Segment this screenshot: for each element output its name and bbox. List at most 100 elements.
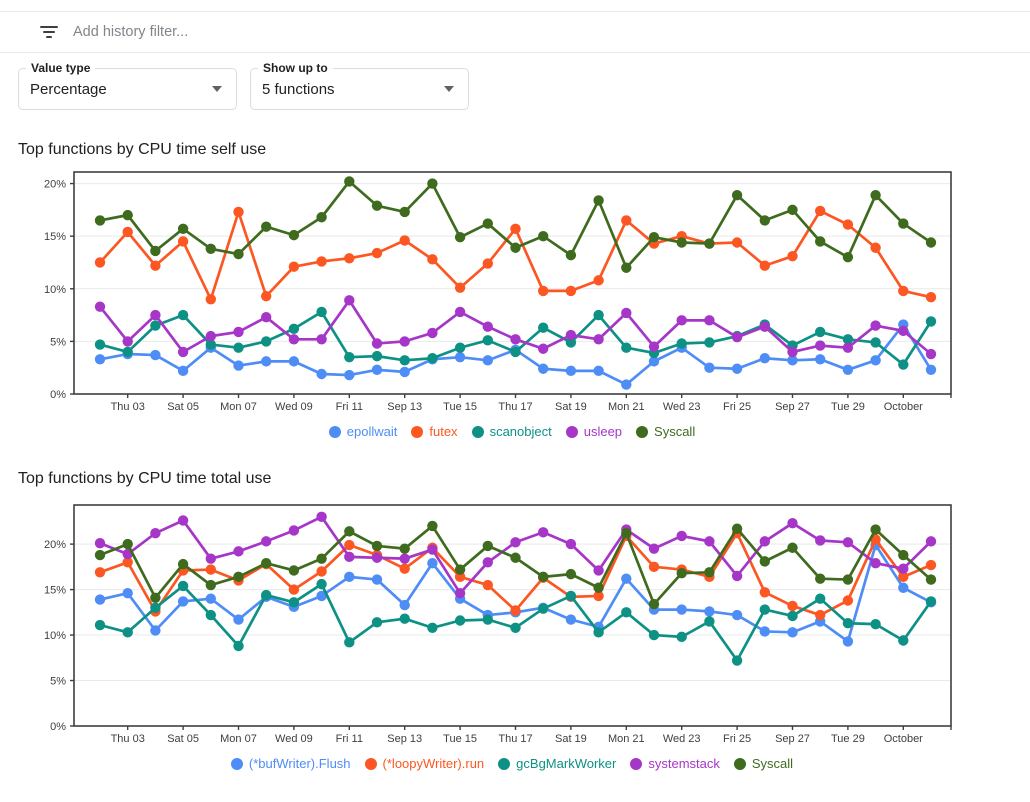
data-point-Syscall[interactable] [205,579,216,591]
data-point-futex[interactable] [122,226,133,238]
data-point-systemstack[interactable] [676,530,687,542]
data-point-scanobject[interactable] [205,339,216,350]
data-point-usleep[interactable] [925,348,937,360]
data-point-gcBgMarkWorker[interactable] [316,578,327,590]
data-point-Syscall[interactable] [344,176,355,187]
data-point-futex[interactable] [870,242,881,253]
data-point-gcBgMarkWorker[interactable] [454,615,466,626]
data-point-futex[interactable] [510,223,521,235]
data-point-(*loopyWriter).run[interactable] [399,563,410,574]
data-point-Syscall[interactable] [565,249,577,261]
data-point-usleep[interactable] [676,315,687,326]
data-point-systemstack[interactable] [787,517,798,529]
data-point-scanobject[interactable] [399,355,410,366]
data-point-Syscall[interactable] [815,236,826,247]
data-point-(*bufWriter).Flush[interactable] [842,636,854,647]
data-point-scanobject[interactable] [815,326,826,338]
data-point-Syscall[interactable] [538,230,549,242]
data-point-futex[interactable] [925,292,937,303]
data-point-futex[interactable] [842,219,854,230]
data-point-gcBgMarkWorker[interactable] [538,603,549,614]
data-point-futex[interactable] [399,235,410,246]
data-point-futex[interactable] [538,285,549,297]
data-point-futex[interactable] [815,205,826,217]
data-point-Syscall[interactable] [371,200,383,211]
history-filter-input[interactable]: Add history filter... [73,24,189,40]
data-point-Syscall[interactable] [787,542,798,553]
data-point-Syscall[interactable] [842,252,854,263]
data-point-epollwait[interactable] [261,356,272,367]
data-point-(*loopyWriter).run[interactable] [288,584,300,595]
data-point-usleep[interactable] [177,346,189,358]
data-point-(*bufWriter).Flush[interactable] [787,627,798,638]
data-point-futex[interactable] [593,275,604,286]
data-point-gcBgMarkWorker[interactable] [787,610,798,622]
data-point-Syscall[interactable] [621,262,632,273]
data-point-usleep[interactable] [261,311,272,323]
data-point-futex[interactable] [94,257,106,268]
data-point-epollwait[interactable] [621,379,632,390]
data-point-(*loopyWriter).run[interactable] [94,567,106,578]
data-point-scanobject[interactable] [288,323,300,334]
data-point-usleep[interactable] [122,336,133,347]
data-point-Syscall[interactable] [925,237,937,248]
data-point-(*bufWriter).Flush[interactable] [233,614,244,625]
data-point-systemstack[interactable] [261,536,272,547]
data-point-Syscall[interactable] [150,245,161,257]
data-point-epollwait[interactable] [648,356,660,367]
data-point-epollwait[interactable] [177,365,189,377]
data-point-systemstack[interactable] [925,536,937,547]
data-point-futex[interactable] [288,261,300,272]
data-point-epollwait[interactable] [787,355,798,366]
data-point-futex[interactable] [731,237,743,248]
data-point-scanobject[interactable] [510,346,521,358]
data-point-systemstack[interactable] [648,543,660,554]
data-point-Syscall[interactable] [427,520,438,532]
data-point-(*bufWriter).Flush[interactable] [150,625,161,636]
data-point-(*bufWriter).Flush[interactable] [731,609,743,621]
data-point-Syscall[interactable] [676,237,687,248]
data-point-Syscall[interactable] [454,564,466,575]
data-point-scanobject[interactable] [565,337,577,348]
data-point-epollwait[interactable] [316,368,327,380]
data-point-gcBgMarkWorker[interactable] [815,593,826,604]
data-point-(*bufWriter).Flush[interactable] [344,571,355,583]
data-point-scanobject[interactable] [593,309,604,321]
data-point-(*bufWriter).Flush[interactable] [759,626,770,637]
data-point-usleep[interactable] [94,301,106,312]
data-point-(*bufWriter).Flush[interactable] [399,599,410,611]
data-point-Syscall[interactable] [648,232,660,243]
data-point-Syscall[interactable] [233,248,244,260]
data-point-systemstack[interactable] [399,553,410,564]
data-point-usleep[interactable] [344,295,355,306]
data-point-(*bufWriter).Flush[interactable] [427,558,438,569]
data-point-Syscall[interactable] [150,592,161,603]
data-point-systemstack[interactable] [288,525,300,536]
data-point-gcBgMarkWorker[interactable] [482,614,493,625]
data-point-futex[interactable] [233,206,244,218]
data-point-futex[interactable] [759,260,770,271]
data-point-Syscall[interactable] [593,582,604,593]
data-point-systemstack[interactable] [704,536,715,547]
data-point-usleep[interactable] [565,329,577,341]
data-point-usleep[interactable] [538,343,549,354]
data-point-Syscall[interactable] [731,189,743,201]
data-point-systemstack[interactable] [454,588,466,599]
data-point-usleep[interactable] [787,346,798,358]
data-point-Syscall[interactable] [261,221,272,232]
data-point-Syscall[interactable] [510,552,521,563]
show-up-to-select[interactable]: Show up to 5 functions [250,61,469,110]
data-point-Syscall[interactable] [870,524,881,535]
data-point-scanobject[interactable] [344,351,355,363]
data-point-futex[interactable] [427,254,438,265]
data-point-epollwait[interactable] [565,365,577,377]
data-point-Syscall[interactable] [482,540,493,552]
data-point-scanobject[interactable] [316,306,327,318]
data-point-gcBgMarkWorker[interactable] [344,637,355,648]
data-point-usleep[interactable] [510,334,521,345]
data-point-epollwait[interactable] [538,363,549,374]
data-point-epollwait[interactable] [925,364,937,376]
data-point-(*loopyWriter).run[interactable] [648,561,660,573]
data-point-systemstack[interactable] [150,527,161,539]
data-point-epollwait[interactable] [288,356,300,367]
